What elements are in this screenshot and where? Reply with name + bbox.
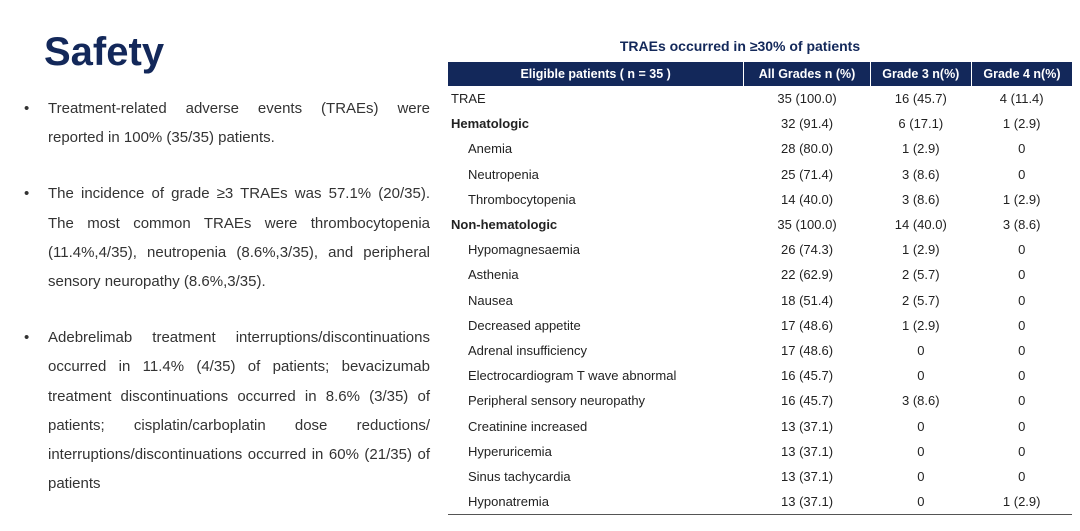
table-row: Hypomagnesaemia 26 (74.3) 1 (2.9) 0 [448,237,1072,262]
cell: 3 (8.6) [902,191,940,207]
table-row: Neutropenia 25 (71.4) 3 (8.6) 0 [448,162,1072,187]
cell: 3 (8.6) [1002,217,1041,233]
cell: 14 (40.0) [781,191,834,207]
cell: 4 (11.4) [999,91,1044,107]
header-row: Eligible patients ( n = 35 ) All Grades n… [448,62,1072,86]
cell: 0 [917,418,925,434]
cell: 14 (40.0) [894,217,947,233]
row-label: Decreased appetite [468,317,581,333]
cell: 1 (2.9) [902,141,940,157]
table-row: Asthenia 22 (62.9) 2 (5.7) 0 [448,262,1072,287]
cell: 28 (80.0) [781,141,834,157]
cell: 0 [1018,393,1026,409]
row-label: Hyponatremia [448,489,744,516]
bullet-list: Treatment-related adverse events (TRAEs)… [22,94,430,525]
cell: 0 [917,468,925,484]
column-header: Grade 3 n(%) [869,62,972,86]
cell: 0 [1018,418,1026,434]
cell: 0 [1018,166,1026,182]
cell: 26 (74.3) [781,242,834,258]
cell: 3 (8.6) [902,166,940,182]
row-label: Hematologic [451,116,530,132]
row-label: TRAE [451,91,486,107]
slide-title: Safety [44,30,165,74]
bullet: Treatment-related adverse events (TRAEs)… [22,94,430,152]
row-label: Creatinine increased [468,418,588,434]
column-header: All Grades n (%) [743,62,871,86]
row-label: Non-hematologic [451,217,558,233]
table-row: Non-hematologic 35 (100.0) 14 (40.0) 3 (8.6… [448,212,1072,237]
row-label: Asthenia [468,267,519,283]
row-label: Peripheral sensory neuropathy [468,393,646,409]
cell: 35 (100.0) [777,217,837,233]
cell: 13 (37.1) [781,443,834,459]
bullet: Adebrelimab treatment interruptions/disc… [22,323,430,498]
row-label: Neutropenia [468,166,539,182]
cell: 0 [1018,443,1026,459]
cell: 0 [917,443,925,459]
cell: 1 (2.9) [902,317,940,333]
column-header: Eligible patients ( n = 35 ) [448,62,744,86]
cell: 2 (5.7) [902,292,940,308]
table-row: Creatinine increased 13 (37.1) 0 0 [448,413,1072,438]
cell: 25 (71.4) [781,166,834,182]
cell: 16 (45.7) [781,393,834,409]
row-label: Anemia [468,141,513,157]
cell: 0 [917,368,925,384]
table-row: Anemia 28 (80.0) 1 (2.9) 0 [448,136,1072,161]
cell: 0 [1018,317,1026,333]
row-label: Nausea [468,292,513,308]
table-row: Hyponatremia 13 (37.1) 0 1 (2.9) [448,489,1072,516]
cell: 6 (17.1) [898,116,944,132]
cell: 1 (2.9) [1002,116,1041,132]
cell: 17 (48.6) [781,342,834,358]
trae-table: Eligible patients ( n = 35 ) All Grades n… [448,62,1072,516]
table-row: Peripheral sensory neuropathy 16 (45.7) 3 … [448,388,1072,413]
cell: 32 (91.4) [781,116,834,132]
table-row: Hyperuricemia 13 (37.1) 0 0 [448,439,1072,464]
table-row: Adrenal insufficiency 17 (48.6) 0 0 [448,338,1072,363]
cell: 1 (2.9) [902,242,940,258]
table-row: Sinus tachycardia 13 (37.1) 0 0 [448,464,1072,489]
cell: 2 (5.7) [902,267,940,283]
cell: 0 [1018,141,1026,157]
cell: 0 [1018,342,1026,358]
cell: 0 [1018,242,1026,258]
cell: 16 (45.7) [894,91,947,107]
row-label: Sinus tachycardia [468,468,571,484]
cell: 18 (51.4) [781,292,834,308]
cell: 0 [1018,292,1026,308]
cell: 1 (2.9) [971,489,1072,516]
table-row: Electrocardiogram T wave abnormal 16 (45.… [448,363,1072,388]
row-label: Adrenal insufficiency [468,342,587,358]
row-label: Thrombocytopenia [468,191,576,207]
cell: 17 (48.6) [781,317,834,333]
table-row: Thrombocytopenia 14 (40.0) 3 (8.6) 1 (2.9) [448,187,1072,212]
cell: 16 (45.7) [781,368,834,384]
cell: 22 (62.9) [781,267,834,283]
cell: 1 (2.9) [1002,191,1041,207]
cell: 13 (37.1) [781,468,834,484]
table-row: Hematologic 32 (91.4) 6 (17.1) 1 (2.9) [448,111,1072,136]
cell: 0 [1018,368,1026,384]
cell: 0 [917,342,925,358]
cell: 13 (37.1) [781,418,834,434]
cell: 3 (8.6) [902,393,940,409]
cell: 0 [870,489,972,516]
table-title: TRAEs occurred in ≥30% of patients [619,38,861,54]
row-label: Hyperuricemia [468,443,552,459]
table-row: TRAE 35 (100.0) 16 (45.7) 4 (11.4) [448,86,1072,111]
column-header: Grade 4 n(%) [970,62,1072,86]
cell: 35 (100.0) [777,91,837,107]
row-label: Electrocardiogram T wave abnormal [468,368,677,384]
cell: 0 [1018,468,1026,484]
table-row: Decreased appetite 17 (48.6) 1 (2.9) 0 [448,313,1072,338]
row-label: Hypomagnesaemia [468,242,581,258]
bullet: The incidence of grade ≥3 TRAEs was 57.1… [22,179,430,296]
cell: 0 [1018,267,1026,283]
table-row: Nausea 18 (51.4) 2 (5.7) 0 [448,288,1072,313]
table-body: TRAE 35 (100.0) 16 (45.7) 4 (11.4) Hematolog… [448,86,1072,516]
cell: 13 (37.1) [743,489,871,516]
